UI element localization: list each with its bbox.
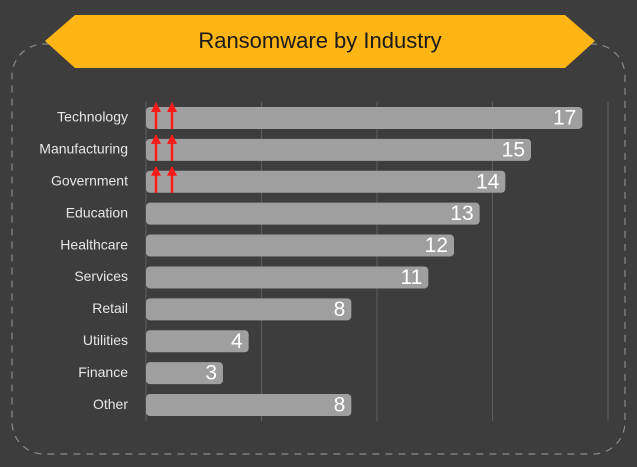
value-label: 4 <box>231 330 243 353</box>
plot-area: Technology 17 Manufacturing 15 Government 14 E… <box>39 101 609 421</box>
bar <box>146 298 352 321</box>
bar <box>146 362 223 385</box>
category-label: Other <box>93 396 128 412</box>
category-label: Manufacturing <box>39 141 128 157</box>
bar <box>146 266 429 289</box>
trend-arrow-head <box>151 133 161 144</box>
value-label: 8 <box>334 394 346 417</box>
title-banner <box>45 15 595 68</box>
category-label: Education <box>66 204 128 220</box>
bar <box>146 106 583 129</box>
value-label: 12 <box>425 234 448 257</box>
bar <box>146 202 480 225</box>
bar <box>146 330 249 353</box>
value-label: 15 <box>502 138 525 161</box>
value-label: 13 <box>450 202 473 225</box>
category-label: Services <box>74 268 128 284</box>
bar <box>146 138 531 161</box>
category-label: Utilities <box>83 332 128 348</box>
trend-arrow-head <box>167 165 177 176</box>
chart-title: Ransomware by Industry <box>198 28 441 53</box>
trend-arrow-head <box>151 165 161 176</box>
category-label: Technology <box>57 109 128 125</box>
trend-arrow-head <box>167 101 177 112</box>
trend-arrow-head <box>151 101 161 112</box>
bar <box>146 234 454 257</box>
bar <box>146 170 506 193</box>
category-label: Finance <box>78 364 128 380</box>
value-label: 14 <box>476 170 500 193</box>
value-label: 3 <box>205 362 217 385</box>
bar <box>146 394 352 417</box>
category-label: Retail <box>92 300 128 316</box>
value-label: 17 <box>553 106 576 129</box>
value-label: 8 <box>334 298 346 321</box>
value-label: 11 <box>401 266 423 289</box>
trend-arrow-head <box>167 133 177 144</box>
category-label: Healthcare <box>60 236 128 252</box>
category-label: Government <box>51 172 128 188</box>
